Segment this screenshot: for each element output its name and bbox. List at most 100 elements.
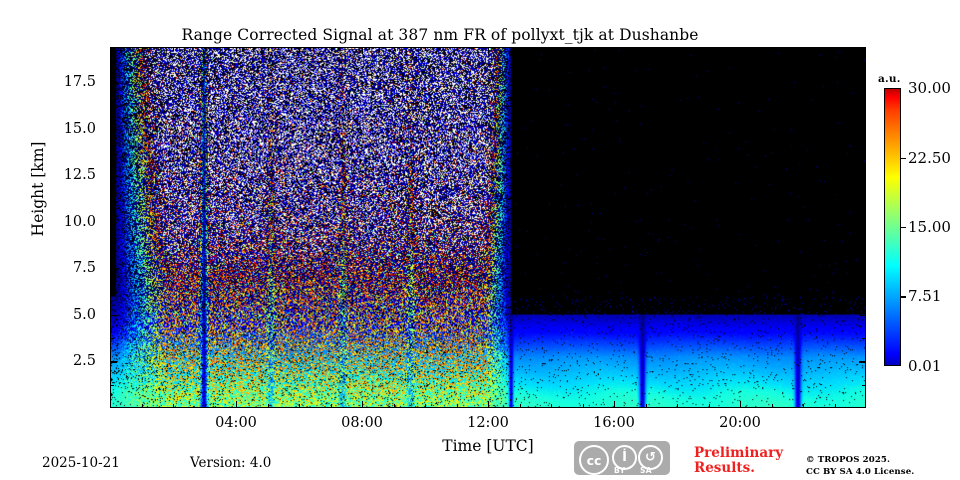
creative-commons-badge: cc İ ↺ BY SA	[574, 441, 670, 475]
x-minor-tick-top	[771, 47, 773, 51]
colorbar-unit-label: a.u.	[878, 73, 901, 85]
x-minor-tick	[456, 404, 458, 408]
x-major-tick	[362, 401, 364, 408]
x-major-tick-top	[362, 47, 364, 54]
x-minor-tick-top	[425, 47, 427, 51]
x-minor-tick	[393, 404, 395, 408]
x-major-tick-top	[488, 47, 490, 54]
y-tick-label: 12.5	[63, 167, 96, 184]
y-minor-tick-right	[862, 59, 866, 61]
y-major-tick	[110, 221, 117, 224]
y-major-tick-right	[859, 82, 866, 84]
colorbar-tick-label: 15.00	[908, 218, 951, 237]
y-minor-tick-right	[862, 245, 866, 247]
colorbar-tick-label: 30.00	[908, 79, 951, 97]
y-major-tick	[110, 175, 117, 177]
x-major-tick-top	[740, 47, 742, 54]
colorbar-tick-label: 0.01	[908, 357, 942, 375]
chart-title: Range Corrected Signal at 387 nm FR of p…	[181, 26, 699, 44]
y-minor-tick	[110, 338, 114, 340]
y-major-tick-right	[859, 221, 866, 224]
y-minor-tick-right	[862, 291, 866, 293]
x-minor-tick-top	[173, 47, 175, 51]
credits-line-2: CC BY SA 4.0 License.	[806, 466, 915, 477]
y-minor-tick	[110, 152, 114, 154]
y-tick-label: 5.0	[72, 306, 96, 323]
colorbar-tick	[901, 157, 906, 159]
x-tick-label: 16:00	[593, 415, 635, 431]
y-major-tick	[110, 128, 117, 131]
x-tick-label: 08:00	[341, 415, 383, 431]
x-tick-label: 12:00	[467, 415, 509, 431]
x-minor-tick	[519, 404, 521, 408]
y-minor-tick-right	[862, 338, 866, 340]
x-minor-tick	[330, 404, 332, 408]
preliminary-line-1: Preliminary	[694, 445, 784, 461]
x-minor-tick-top	[551, 47, 553, 51]
y-minor-tick	[110, 384, 114, 386]
cc-by-label: BY	[614, 466, 626, 475]
y-minor-tick	[110, 245, 114, 247]
colorbar	[884, 88, 901, 366]
credits-line-1: © TROPOS 2025.	[806, 455, 891, 465]
x-minor-tick-top	[834, 47, 836, 51]
x-major-tick	[488, 401, 490, 408]
x-axis-title: Time [UTC]	[442, 437, 534, 455]
y-minor-tick	[110, 59, 114, 61]
cc-sa-icon: ↺	[638, 445, 663, 470]
y-major-tick-right	[859, 128, 866, 131]
x-major-tick	[740, 401, 742, 408]
x-major-tick	[236, 401, 238, 408]
y-axis-title: Height [km]	[29, 141, 47, 237]
x-minor-tick	[708, 404, 710, 408]
x-minor-tick	[582, 404, 584, 408]
footer-date: 2025-10-21	[42, 455, 120, 471]
preliminary-results-notice: Preliminary Results.	[694, 445, 804, 477]
x-tick-label: 20:00	[719, 415, 761, 431]
y-minor-tick-right	[862, 152, 866, 154]
y-minor-tick	[110, 291, 114, 293]
x-minor-tick-top	[393, 47, 395, 51]
y-tick-label: 15.0	[63, 120, 96, 137]
x-minor-tick-top	[708, 47, 710, 51]
x-minor-tick-top	[803, 47, 805, 51]
x-minor-tick-top	[330, 47, 332, 51]
colorbar-tick-label: 7.51	[908, 287, 942, 306]
cc-logo-icon: cc	[579, 445, 609, 475]
colorbar-tick	[901, 296, 906, 298]
colorbar-gradient	[884, 88, 901, 366]
x-minor-tick	[771, 404, 773, 408]
y-tick-label: 2.5	[72, 353, 96, 370]
x-minor-tick-top	[204, 47, 206, 51]
x-minor-tick-top	[677, 47, 679, 51]
x-minor-tick	[141, 404, 143, 408]
x-minor-tick-top	[141, 47, 143, 51]
x-major-tick-top	[614, 47, 616, 54]
plot-area	[110, 47, 866, 408]
x-minor-tick	[267, 404, 269, 408]
x-minor-tick-top	[267, 47, 269, 51]
preliminary-line-2: Results.	[694, 460, 755, 477]
x-minor-tick	[645, 404, 647, 408]
heatmap-canvas	[111, 48, 865, 407]
y-major-tick	[110, 314, 117, 317]
x-minor-tick-top	[299, 47, 301, 51]
copyright-credits: © TROPOS 2025. CC BY SA 4.0 License.	[806, 455, 956, 478]
x-minor-tick-top	[582, 47, 584, 51]
y-tick-label: 17.5	[63, 74, 96, 91]
y-minor-tick-right	[862, 198, 866, 200]
y-major-tick	[110, 361, 117, 363]
colorbar-tick-label: 22.50	[908, 148, 951, 167]
x-minor-tick	[425, 404, 427, 408]
x-major-tick	[614, 401, 616, 408]
y-major-tick-right	[859, 314, 866, 317]
y-minor-tick	[110, 105, 114, 107]
x-minor-tick-top	[456, 47, 458, 51]
y-minor-tick-right	[862, 384, 866, 386]
y-major-tick-right	[859, 175, 866, 177]
x-minor-tick	[204, 404, 206, 408]
y-major-tick	[110, 82, 117, 84]
x-minor-tick	[299, 404, 301, 408]
y-major-tick-right	[859, 361, 866, 363]
x-minor-tick	[551, 404, 553, 408]
